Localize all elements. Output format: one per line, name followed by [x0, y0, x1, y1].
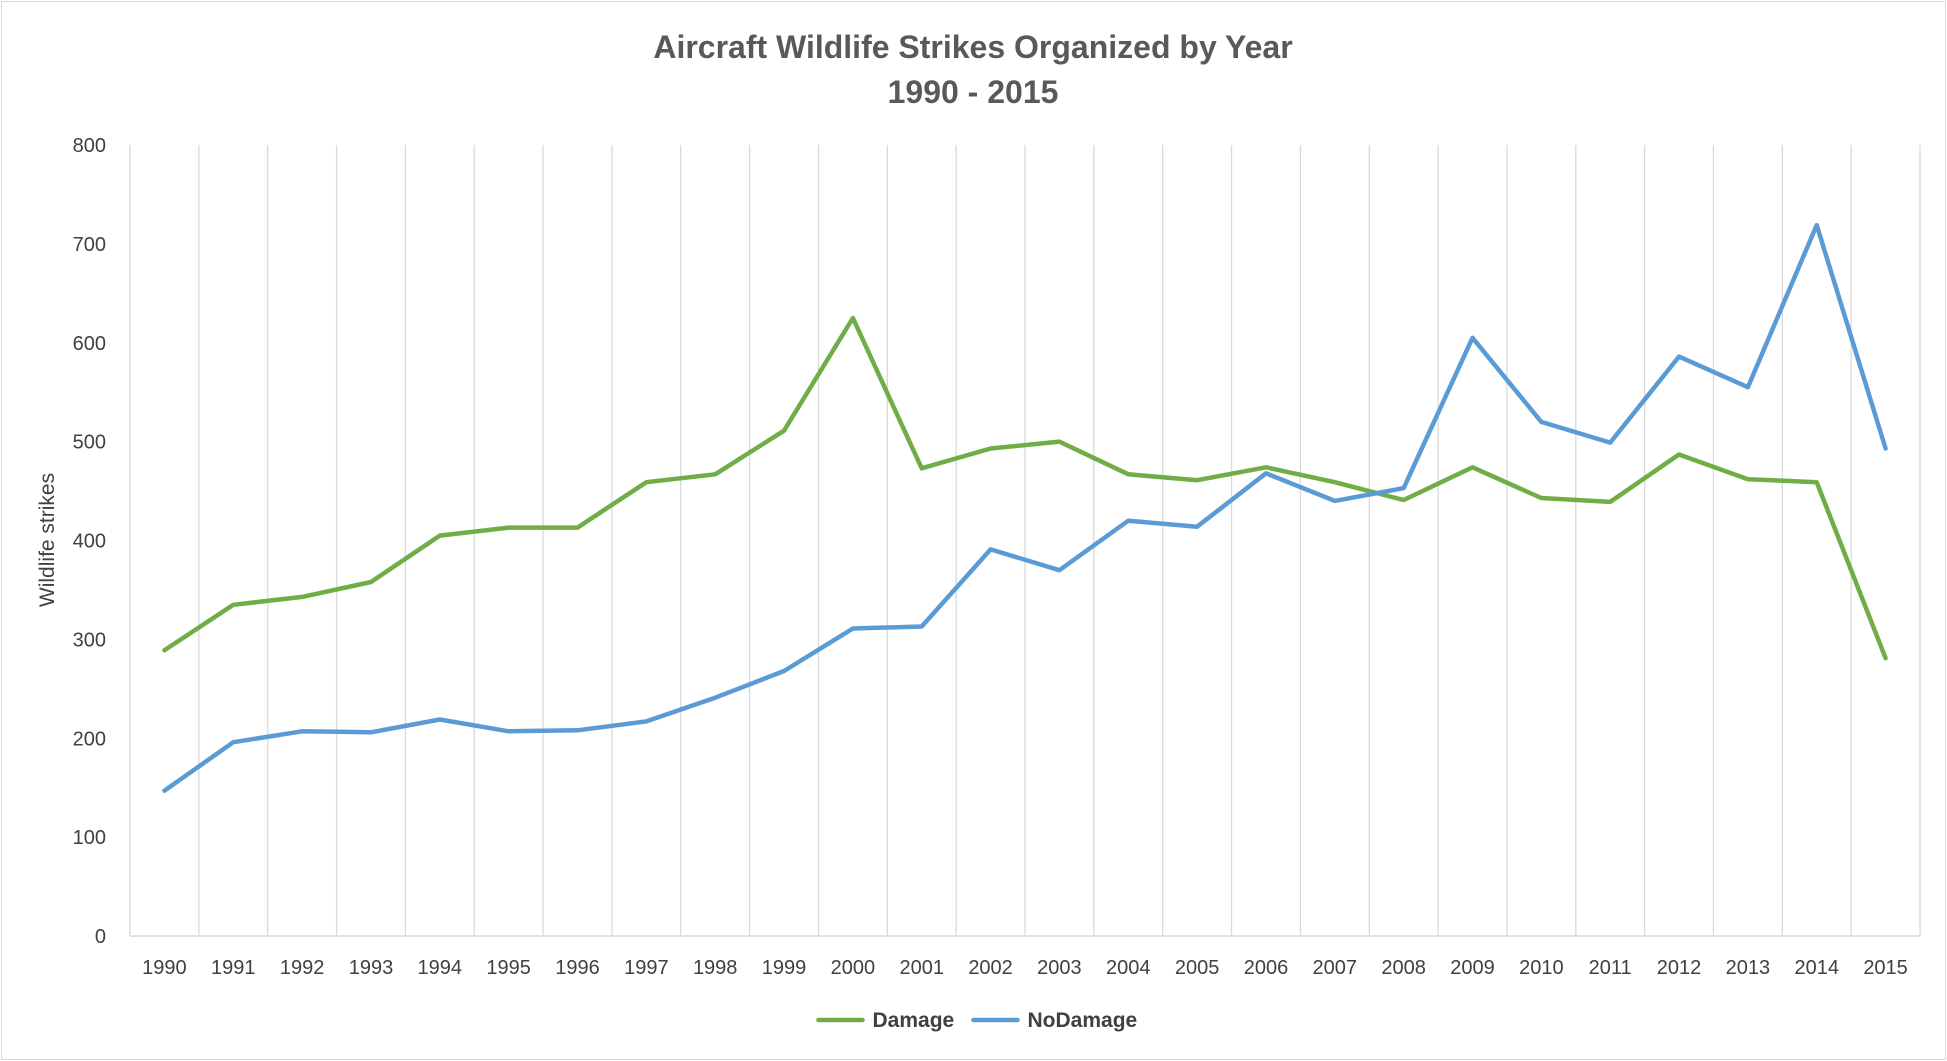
- x-tick-label: 2007: [1313, 957, 1358, 979]
- x-tick-label: 2013: [1726, 957, 1771, 979]
- y-tick-label: 700: [73, 234, 106, 256]
- x-tick-label: 2006: [1244, 957, 1289, 979]
- legend: Damage NoDamage: [816, 1009, 1138, 1032]
- x-tick-label: 1995: [486, 957, 531, 979]
- legend-label-damage: Damage: [873, 1009, 955, 1032]
- x-tick-label: 2012: [1657, 957, 1702, 979]
- x-tick-label: 1992: [280, 957, 325, 979]
- series-line-nodamage: [162, 222, 1888, 793]
- x-tick-label: 1993: [349, 957, 394, 979]
- chart-title: Aircraft Wildlife Strikes Organized by Y…: [653, 29, 1292, 65]
- x-tick-label: 1994: [418, 957, 463, 979]
- y-tick-label: 0: [95, 926, 106, 948]
- x-tick-label: 1990: [142, 957, 187, 979]
- x-tick-label: 2015: [1863, 957, 1908, 979]
- x-tick-label: 1997: [624, 957, 669, 979]
- y-tick-label: 200: [73, 728, 106, 750]
- x-tick-label: 2003: [1037, 957, 1082, 979]
- y-tick-label: 600: [73, 333, 106, 355]
- y-tick-label: 800: [73, 135, 106, 157]
- x-axis-tick-labels: 1990 1991 1992 1993 1994 1995 1996 1997 1998 1999…: [142, 957, 1908, 979]
- x-tick-label: 2008: [1381, 957, 1426, 979]
- x-tick-label: 2010: [1519, 957, 1564, 979]
- x-tick-label: 2000: [831, 957, 876, 979]
- chart-subtitle: 1990 - 2015: [888, 74, 1059, 110]
- x-tick-label: 1999: [762, 957, 807, 979]
- x-tick-label: 1991: [211, 957, 256, 979]
- y-tick-label: 300: [73, 629, 106, 651]
- x-tick-label: 2001: [899, 957, 944, 979]
- x-tick-label: 1998: [693, 957, 738, 979]
- y-tick-label: 500: [73, 432, 106, 454]
- y-tick-label: 400: [73, 531, 106, 553]
- x-tick-label: 2009: [1450, 957, 1495, 979]
- y-axis-title: Wildlife strikes: [36, 473, 59, 607]
- x-tick-label: 2002: [968, 957, 1013, 979]
- series-lines: [162, 222, 1888, 793]
- gridlines: [129, 145, 1921, 937]
- x-tick-label: 2014: [1794, 957, 1839, 979]
- y-axis-tick-labels: 0 100 200 300 400 500 600 700 800: [73, 135, 106, 948]
- legend-label-nodamage: NoDamage: [1028, 1009, 1138, 1032]
- x-tick-label: 2011: [1589, 957, 1632, 979]
- x-tick-label: 1996: [555, 957, 600, 979]
- y-tick-label: 100: [73, 827, 106, 849]
- series-line-damage: [162, 315, 1888, 661]
- x-tick-label: 2005: [1175, 957, 1220, 979]
- x-tick-label: 2004: [1106, 957, 1151, 979]
